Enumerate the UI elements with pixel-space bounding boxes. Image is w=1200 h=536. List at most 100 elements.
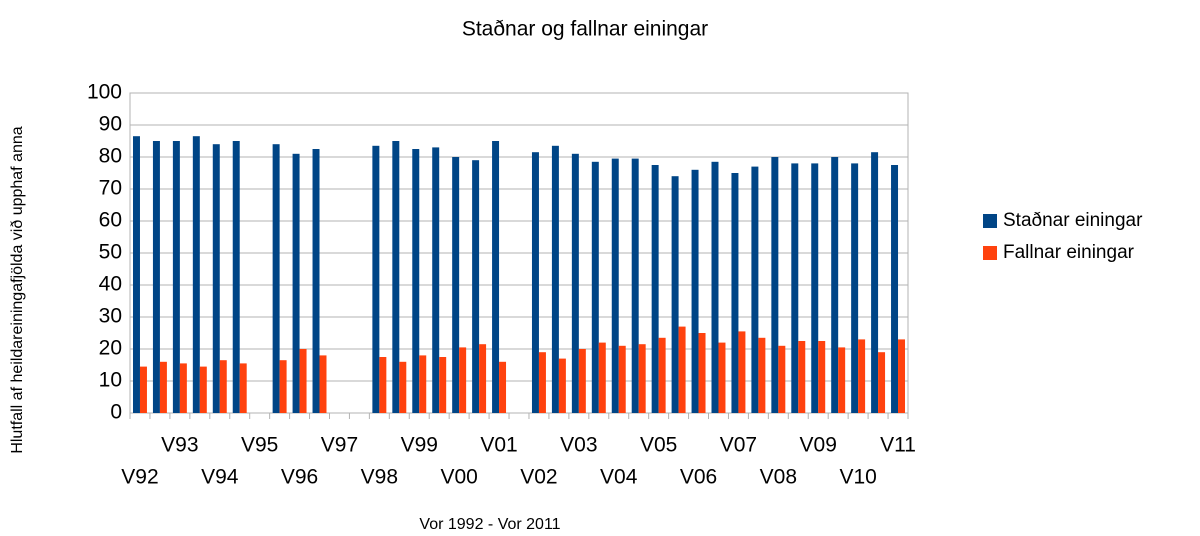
bar bbox=[658, 337, 666, 413]
x-tick-label: V93 bbox=[161, 434, 198, 457]
x-tick-label: V03 bbox=[560, 434, 597, 457]
bar bbox=[499, 361, 507, 413]
bar bbox=[778, 345, 786, 413]
bar bbox=[132, 136, 140, 413]
bar bbox=[272, 144, 280, 413]
bar bbox=[711, 161, 719, 413]
legend-label: Fallnar einingar bbox=[1003, 242, 1135, 263]
bar bbox=[751, 166, 759, 413]
bar bbox=[139, 366, 147, 413]
bar bbox=[419, 355, 427, 413]
y-tick-label: 30 bbox=[99, 305, 122, 328]
bar bbox=[878, 352, 886, 413]
bar bbox=[479, 344, 487, 413]
bar bbox=[891, 165, 899, 413]
bar bbox=[558, 358, 566, 413]
y-tick-label: 70 bbox=[99, 177, 122, 200]
bar bbox=[159, 361, 167, 413]
bar bbox=[571, 153, 579, 414]
bar bbox=[551, 145, 559, 414]
bar bbox=[698, 333, 706, 413]
bar bbox=[152, 141, 160, 413]
bar bbox=[618, 345, 626, 413]
x-tick-label: V96 bbox=[281, 466, 318, 489]
x-tick-label: V97 bbox=[321, 434, 358, 457]
bar bbox=[771, 157, 779, 413]
x-tick-label: V09 bbox=[800, 434, 837, 457]
bar bbox=[811, 163, 819, 413]
legend-swatch bbox=[983, 246, 997, 260]
bar bbox=[452, 157, 460, 413]
bar bbox=[172, 141, 180, 413]
bar bbox=[798, 341, 806, 413]
bar bbox=[838, 347, 846, 413]
bar bbox=[319, 355, 327, 413]
bar bbox=[638, 344, 646, 413]
bar bbox=[399, 361, 407, 413]
y-axis-label: Hlutfall af heildareiningafjölda við upp… bbox=[9, 126, 26, 453]
x-tick-label: V11 bbox=[880, 434, 916, 457]
bar bbox=[671, 176, 679, 413]
y-tick-label: 50 bbox=[99, 241, 122, 264]
x-axis-label: Vor 1992 - Vor 2011 bbox=[419, 516, 560, 533]
bar bbox=[219, 360, 227, 413]
x-tick-label: V10 bbox=[839, 466, 876, 489]
bar bbox=[718, 342, 726, 413]
bar bbox=[239, 363, 247, 413]
y-tick-label: 60 bbox=[99, 209, 122, 232]
bar bbox=[538, 352, 546, 413]
y-tick-label: 90 bbox=[99, 113, 122, 136]
bar bbox=[472, 160, 480, 413]
x-tick-label: V95 bbox=[241, 434, 278, 457]
bar bbox=[279, 360, 287, 413]
x-tick-label: V02 bbox=[520, 466, 557, 489]
bar bbox=[432, 147, 440, 413]
x-tick-label: V01 bbox=[480, 434, 517, 457]
bar bbox=[312, 149, 320, 413]
bar bbox=[858, 339, 866, 413]
bar bbox=[192, 136, 200, 413]
y-tick-label: 0 bbox=[110, 401, 122, 424]
bar bbox=[871, 152, 879, 413]
plot-frame bbox=[129, 92, 909, 414]
bar bbox=[179, 363, 187, 413]
legend-swatch bbox=[983, 214, 997, 228]
x-tick-label: V04 bbox=[600, 466, 638, 489]
bar bbox=[591, 161, 599, 413]
x-tick-label: V98 bbox=[361, 466, 398, 489]
bar bbox=[379, 357, 387, 413]
bar bbox=[831, 157, 839, 413]
bar bbox=[731, 173, 739, 413]
bar bbox=[578, 349, 586, 413]
bar bbox=[758, 337, 766, 413]
bar bbox=[412, 149, 420, 413]
x-tick-label: V07 bbox=[720, 434, 757, 457]
bar bbox=[199, 366, 207, 413]
bar bbox=[459, 347, 467, 413]
bar bbox=[392, 141, 400, 413]
bar bbox=[292, 153, 300, 414]
bar bbox=[651, 165, 659, 413]
x-tick-label: V06 bbox=[680, 466, 717, 489]
y-tick-label: 10 bbox=[99, 369, 122, 392]
x-tick-label: V00 bbox=[440, 466, 477, 489]
bar bbox=[372, 145, 380, 414]
y-tick-label: 80 bbox=[99, 145, 122, 168]
bar bbox=[232, 141, 240, 413]
x-tick-label: V08 bbox=[760, 466, 797, 489]
bar bbox=[631, 158, 639, 413]
bar bbox=[531, 152, 539, 413]
bar bbox=[492, 141, 500, 413]
legend-label: Staðnar einingar bbox=[1003, 210, 1143, 231]
bar bbox=[851, 163, 859, 413]
x-tick-label: V92 bbox=[121, 466, 158, 489]
bar bbox=[611, 158, 619, 413]
bar bbox=[212, 144, 220, 413]
bar bbox=[691, 169, 699, 413]
bar bbox=[738, 331, 746, 413]
x-tick-label: V99 bbox=[401, 434, 438, 457]
y-tick-label: 40 bbox=[99, 273, 122, 296]
y-tick-label: 100 bbox=[87, 81, 122, 104]
chart-title: Staðnar og fallnar einingar bbox=[462, 18, 708, 41]
bar bbox=[791, 163, 799, 413]
